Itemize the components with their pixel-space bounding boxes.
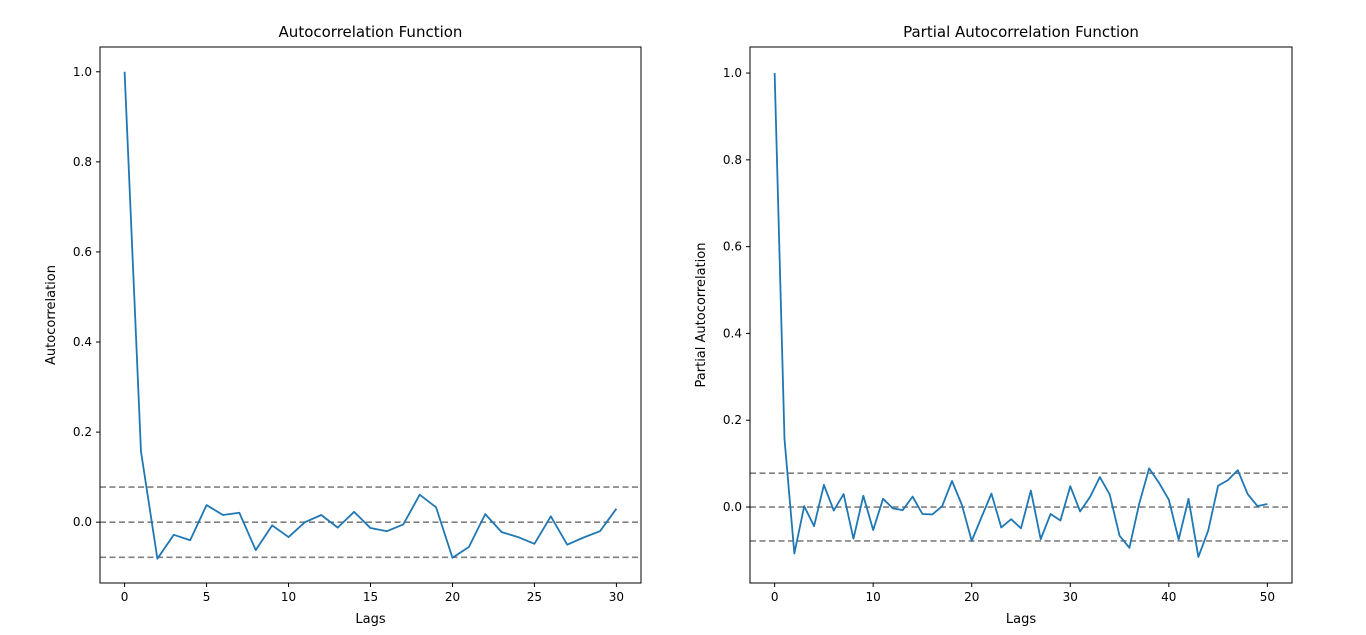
acf-y-tick-label: 0.6 — [73, 245, 92, 259]
pacf-title: Partial Autocorrelation Function — [903, 23, 1139, 41]
acf-y-tick-label: 0.8 — [73, 155, 92, 169]
acf-x-tick-label: 15 — [363, 590, 378, 604]
acf-y-tick-label: 0.0 — [73, 515, 92, 529]
pacf-x-tick-label: 20 — [964, 590, 979, 604]
pacf-y-tick-label: 0.2 — [723, 413, 742, 427]
pacf-x-axis-label: Lags — [1006, 612, 1036, 627]
acf-title: Autocorrelation Function — [279, 23, 463, 41]
acf-axes-frame — [99, 46, 642, 584]
acf-x-tick-label: 10 — [281, 590, 296, 604]
pacf-y-tick-label: 1.0 — [723, 66, 742, 80]
pacf-x-tick-label: 50 — [1260, 590, 1275, 604]
pacf-series-line — [773, 73, 1268, 558]
pacf-y-tick-label: 0.4 — [723, 326, 742, 340]
pacf-x-tick-label: 10 — [866, 590, 881, 604]
acf-series-line — [123, 71, 618, 560]
acf-x-axis-label: Lags — [355, 612, 385, 627]
pacf-y-tick-label: 0.0 — [723, 500, 742, 514]
acf-y-tick-label: 0.2 — [73, 425, 92, 439]
pacf-y-tick-label: 0.6 — [723, 240, 742, 254]
pacf-panel: Partial Autocorrelation Function 0 10 20 30 4… — [694, 23, 1293, 627]
acf-y-tick-label: 0.4 — [73, 335, 92, 349]
acf-x-tick-label: 25 — [527, 590, 542, 604]
acf-y-axis-label: Autocorrelation — [44, 265, 59, 365]
pacf-y-tick-label: 0.8 — [723, 153, 742, 167]
acf-x-tick-label: 20 — [445, 590, 460, 604]
pacf-y-axis-label: Partial Autocorrelation — [694, 243, 709, 388]
pacf-axes-frame — [749, 46, 1293, 584]
pacf-x-tick-label: 40 — [1161, 590, 1176, 604]
acf-y-tick-label: 1.0 — [73, 65, 92, 79]
acf-panel: Autocorrelation Function 0 5 10 15 20 25 30 0.0 0… — [44, 23, 642, 627]
pacf-x-tick-label: 0 — [771, 590, 779, 604]
acf-x-tick-label: 30 — [609, 590, 624, 604]
pacf-x-tick-label: 30 — [1063, 590, 1078, 604]
acf-x-tick-label: 0 — [121, 590, 129, 604]
acf-x-tick-label: 5 — [203, 590, 211, 604]
